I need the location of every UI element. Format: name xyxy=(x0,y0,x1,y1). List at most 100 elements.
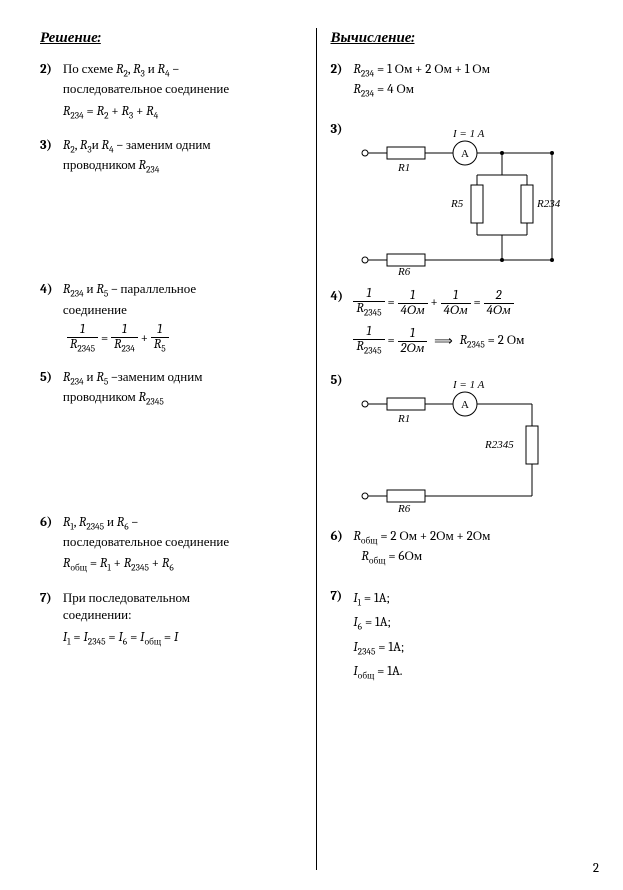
sub: 2345 xyxy=(364,309,382,319)
op: = xyxy=(362,615,375,630)
frac-num: 1 xyxy=(111,323,138,338)
value: 1A; xyxy=(374,591,390,606)
sym: R xyxy=(102,138,109,153)
step-3-right: 3) R1 А I = 1 A xyxy=(331,121,592,283)
sub: 6 xyxy=(169,564,173,574)
text: последовательное соединение xyxy=(63,82,229,97)
sub: общ xyxy=(144,637,161,647)
sub: общ xyxy=(358,672,375,682)
op: = xyxy=(385,334,398,349)
step-body: R234 = 1 Ом + 2 Ом + 1 Ом R234 = 4 Ом xyxy=(353,61,590,101)
op: = xyxy=(374,664,387,679)
spacer xyxy=(40,424,302,514)
frac-num: 1 xyxy=(398,327,428,342)
sub: общ xyxy=(369,556,386,566)
sub: 5 xyxy=(161,344,165,354)
page: Решение: 2) По схеме R2, R3 и R4 – после… xyxy=(0,0,623,890)
op: = xyxy=(361,591,374,606)
step-number: 5) xyxy=(40,369,60,387)
frac-num: 1 xyxy=(441,289,471,304)
op: = xyxy=(127,630,140,645)
frac-den: 4Ом xyxy=(484,304,514,318)
sub: 2345 xyxy=(86,522,104,532)
value: 1A. xyxy=(387,664,402,679)
step-number: 3) xyxy=(331,121,351,139)
sym: I xyxy=(174,630,178,645)
sym: R xyxy=(114,337,121,352)
op: = xyxy=(98,331,111,346)
op: = xyxy=(161,630,174,645)
sym: R xyxy=(353,82,360,97)
text: соединении: xyxy=(63,608,132,623)
sub: 2345 xyxy=(467,341,485,351)
label-current: I = 1 A xyxy=(452,379,485,391)
step-body: R1 А I = 1 A R2345 R6 xyxy=(353,372,590,524)
value: 6Ом xyxy=(398,549,422,564)
value: 2 Ом xyxy=(498,334,525,349)
step-3-left: 3) R2, R3и R4 – заменим одним проводнико… xyxy=(40,137,302,177)
sub: 234 xyxy=(70,378,83,388)
sub: 2345 xyxy=(146,398,164,408)
step-number: 4) xyxy=(331,288,351,306)
circuit-svg: R1 А I = 1 A xyxy=(357,125,567,275)
label-r1: R1 xyxy=(397,413,410,425)
circuit-svg: R1 А I = 1 A R2345 R6 xyxy=(357,376,567,516)
sub: 2345 xyxy=(77,344,95,354)
step-2-right: 2) R234 = 1 Ом + 2 Ом + 1 Ом R234 = 4 Ом xyxy=(331,61,592,101)
sub: общ xyxy=(361,536,378,546)
sub: 2345 xyxy=(358,648,376,658)
sym: R xyxy=(356,339,363,354)
op: = xyxy=(374,62,387,77)
op: + xyxy=(109,104,122,119)
step-body: R2, R3и R4 – заменим одним проводником R… xyxy=(63,137,301,177)
op: = xyxy=(71,630,84,645)
op: = xyxy=(385,296,398,311)
label-r2345: R2345 xyxy=(484,439,514,451)
column-calculation: Вычисление: 2) R234 = 1 Ом + 2 Ом + 1 Ом… xyxy=(316,28,592,870)
implies-icon: ⟹ xyxy=(427,334,459,349)
frac-num: 1 xyxy=(353,325,384,340)
frac-den: 4Ом xyxy=(398,304,428,318)
text: – xyxy=(129,515,138,530)
step-2-left: 2) По схеме R2, R3 и R4 – последовательн… xyxy=(40,61,302,123)
step-number: 5) xyxy=(331,372,351,390)
op: = xyxy=(377,529,390,544)
frac-num: 2 xyxy=(484,289,514,304)
heading-solution: Решение: xyxy=(40,28,302,47)
text: и xyxy=(84,370,97,385)
op: = xyxy=(106,630,119,645)
sym: R xyxy=(139,158,146,173)
text: и xyxy=(92,138,102,153)
sym: R xyxy=(139,390,146,405)
value: 4 Ом xyxy=(387,82,414,97)
op: + xyxy=(111,556,124,571)
op: = xyxy=(84,104,97,119)
step-7-right: 7) I1 = 1A; I6 = 1A; I2345 = 1A; Iобщ = … xyxy=(331,588,592,686)
op: = xyxy=(485,334,498,349)
equation: R234 = R2 + R3 + R4 xyxy=(63,103,301,123)
sub: 234 xyxy=(122,344,135,354)
sym: R xyxy=(146,104,153,119)
frac-num: 1 xyxy=(398,289,428,304)
step-body: Rобщ = 2 Ом + 2Ом + 2Ом Rобщ = 6Ом xyxy=(353,528,590,568)
op: + xyxy=(133,104,146,119)
ammeter-icon: А xyxy=(461,148,469,160)
sub: 234 xyxy=(70,290,83,300)
step-4-left: 4) R234 и R5 – параллельное соединение 1… xyxy=(40,281,302,355)
sym: R xyxy=(158,62,165,77)
label-r6: R6 xyxy=(397,266,411,275)
step-7-left: 7) При последовательном соединении: I1 =… xyxy=(40,590,302,649)
sub: 2345 xyxy=(88,637,106,647)
step-body: По схеме R2, R3 и R4 – последовательное … xyxy=(63,61,301,123)
step-number: 4) xyxy=(40,281,60,299)
sym: R xyxy=(460,334,467,349)
text: и xyxy=(84,282,97,297)
sym: R xyxy=(353,62,360,77)
label-r234: R234 xyxy=(536,198,561,210)
text: и xyxy=(104,515,117,530)
step-number: 7) xyxy=(40,590,60,608)
op: + xyxy=(428,296,441,311)
sub: 234 xyxy=(146,166,159,176)
step-number: 7) xyxy=(331,588,351,606)
step-body: R1 А I = 1 A xyxy=(353,121,590,283)
